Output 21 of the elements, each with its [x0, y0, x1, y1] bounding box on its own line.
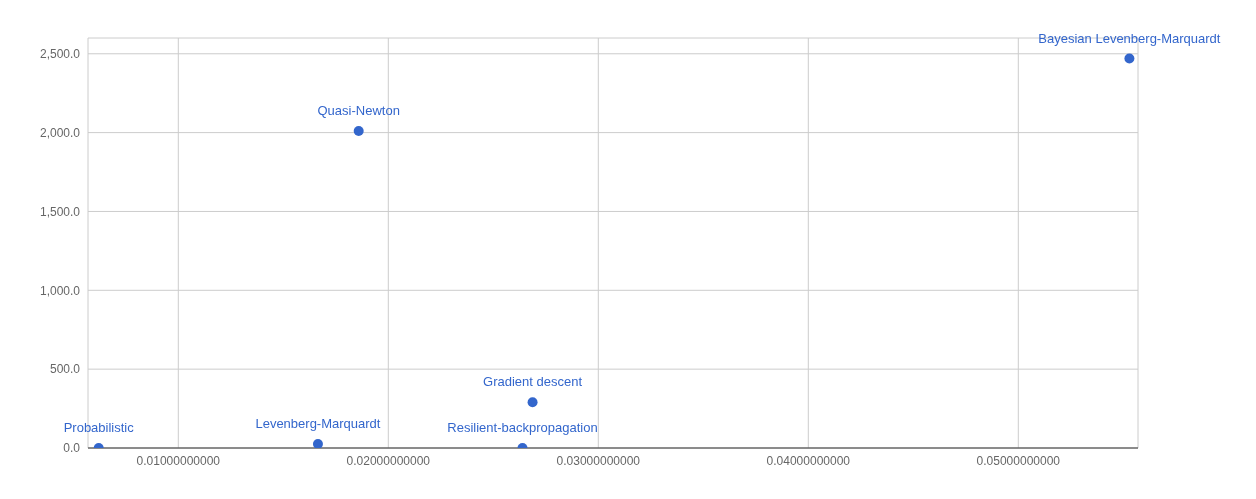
x-tick-label: 0.02000000000 [346, 453, 431, 468]
point [312, 439, 323, 448]
annotation: Levenberg-Marquardt [255, 416, 381, 432]
y-tick-label: 0.0 [63, 441, 81, 456]
x-tick-label: 0.05000000000 [976, 453, 1061, 468]
x-tick-label: 0.01000000000 [136, 453, 221, 468]
annotation: Quasi-Newton [317, 103, 400, 119]
y-tick-label: 2,000.0 [39, 125, 81, 140]
annotation: Probabilistic [63, 420, 135, 435]
annotation: Gradient descent [483, 374, 583, 390]
point [353, 126, 364, 137]
x-tick-label: 0.03000000000 [556, 453, 641, 468]
point [1124, 53, 1135, 64]
annotation: Bayesian Levenberg-Marquardt [1038, 30, 1221, 46]
y-tick-label: 2,500.0 [39, 47, 81, 62]
point [527, 397, 538, 408]
y-tick-label: 500.0 [49, 362, 81, 377]
y-tick-label: 1,000.0 [39, 283, 81, 298]
y-tick-label: 1,500.0 [39, 204, 81, 219]
annotation: Resilient-backpropagation [447, 420, 598, 435]
x-tick-label: 0.04000000000 [766, 453, 851, 468]
